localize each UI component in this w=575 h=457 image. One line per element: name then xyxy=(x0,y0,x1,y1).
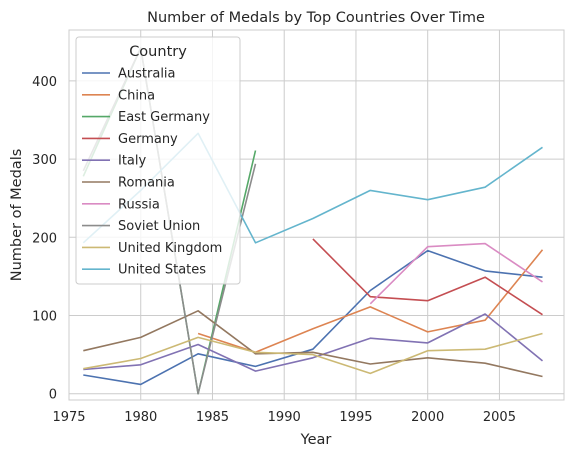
x-tick-label: 1985 xyxy=(196,410,229,425)
series-line-germany xyxy=(312,238,543,316)
legend-title: Country xyxy=(129,44,187,60)
series-line-united-kingdom xyxy=(83,332,543,375)
series-line-italy xyxy=(83,313,544,372)
y-tick-label: 200 xyxy=(32,231,57,246)
legend-label-romania: Romania xyxy=(118,176,175,191)
x-axis-title: Year xyxy=(300,432,332,448)
y-tick-labels: 0 100 200 300 400 xyxy=(32,75,57,403)
x-tick-labels: 1975 1980 1985 1990 1995 2000 2005 xyxy=(52,410,516,425)
legend-label-russia: Russia xyxy=(118,197,160,212)
x-tick-label: 1975 xyxy=(52,410,85,425)
series-line-romania xyxy=(83,310,543,378)
legend-label-east-germany: East Germany xyxy=(118,110,210,125)
y-tick-label: 100 xyxy=(32,310,57,325)
series-line-australia xyxy=(83,249,543,386)
x-tick-label: 1990 xyxy=(268,410,301,425)
legend-label-united-states: United States xyxy=(118,263,206,278)
legend-label-germany: Germany xyxy=(118,132,178,147)
legend-label-china: China xyxy=(118,88,155,103)
legend-label-united-kingdom: United Kingdom xyxy=(118,241,222,256)
chart-title: Number of Medals by Top Countries Over T… xyxy=(147,10,485,26)
x-tick-label: 1980 xyxy=(124,410,157,425)
y-tick-label: 300 xyxy=(32,153,57,168)
y-tick-label: 400 xyxy=(32,75,57,90)
legend: Country Australia China East Germany German… xyxy=(75,36,241,285)
y-tick-label: 0 xyxy=(49,388,57,403)
legend-label-italy: Italy xyxy=(118,154,147,169)
y-axis-title: Number of Medals xyxy=(9,149,25,282)
series-lines xyxy=(82,47,544,395)
series-line-russia xyxy=(369,242,543,305)
x-tick-label: 1995 xyxy=(339,410,372,425)
legend-label-soviet-union: Soviet Union xyxy=(118,219,200,234)
legend-box xyxy=(75,36,241,285)
legend-label-australia: Australia xyxy=(118,67,176,82)
x-tick-label: 2000 xyxy=(411,410,444,425)
x-tick-label: 2005 xyxy=(483,410,516,425)
